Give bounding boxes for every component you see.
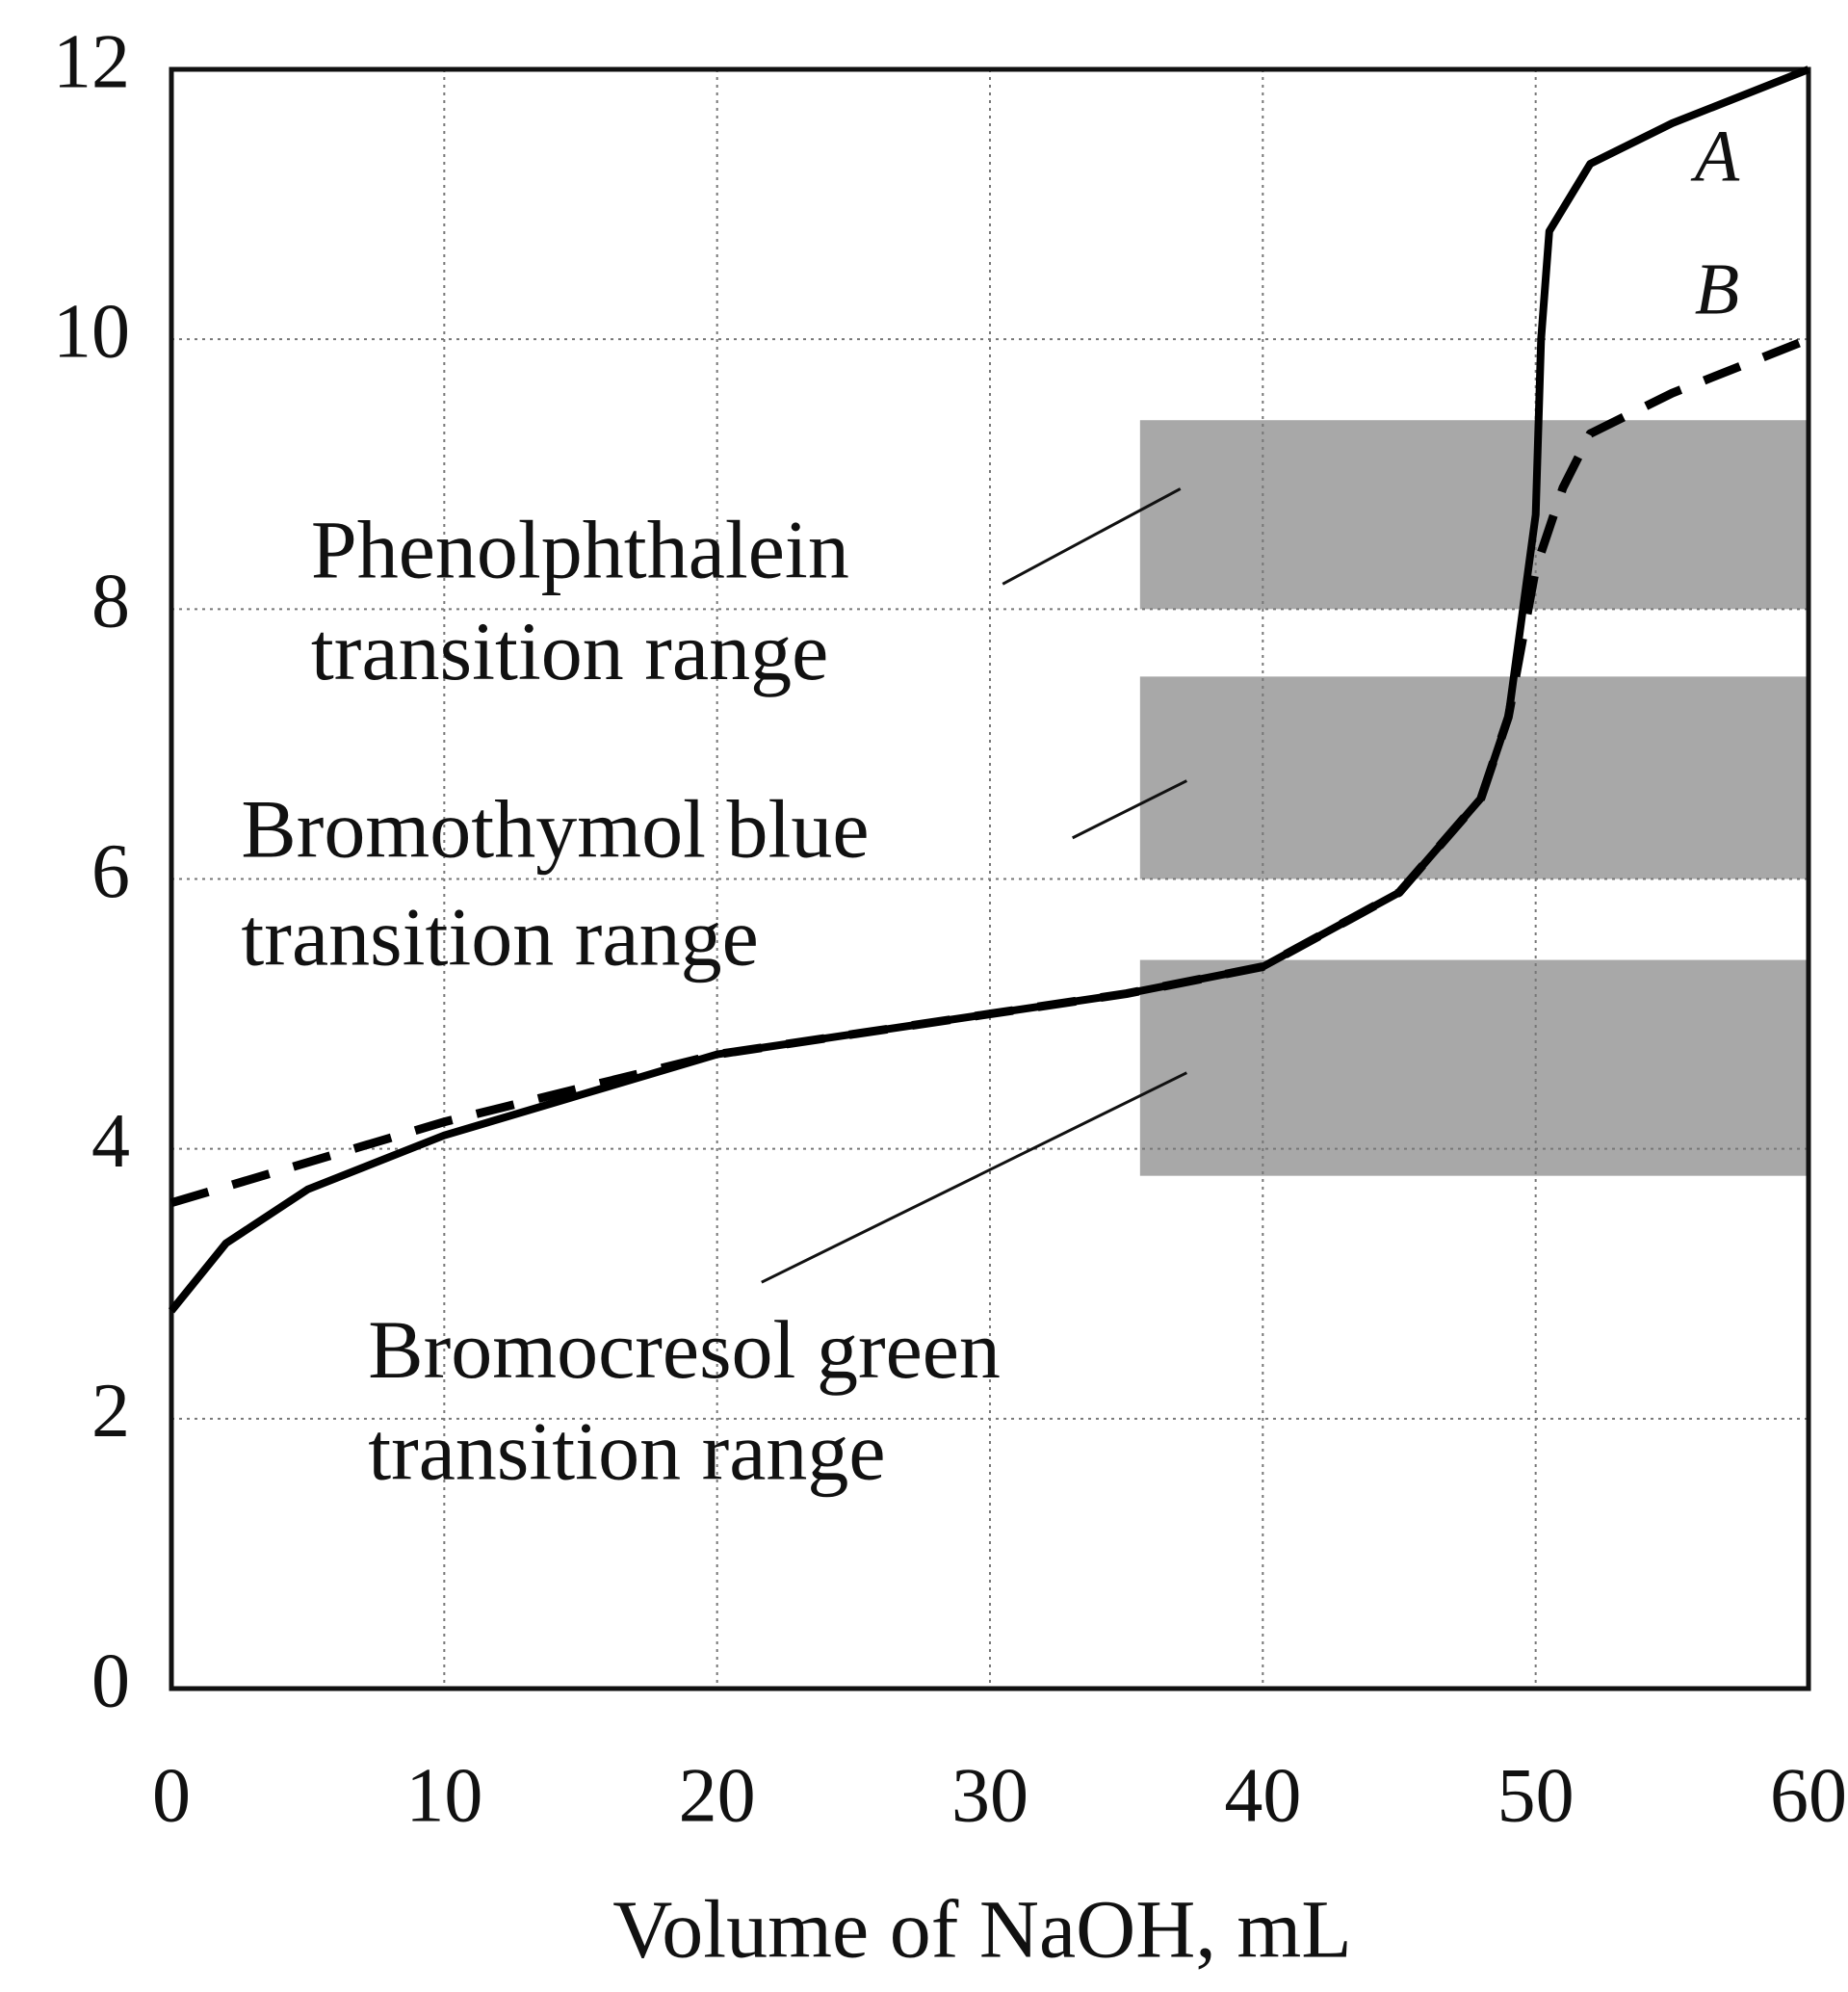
y-tick-label: 2: [91, 1369, 130, 1454]
series-label: A: [1690, 116, 1740, 197]
transition-band: [1139, 959, 1809, 1176]
y-tick-label: 0: [91, 1638, 130, 1723]
x-tick-label: 0: [152, 1753, 191, 1838]
x-tick-label: 20: [679, 1753, 756, 1838]
leader-line: [761, 1071, 1187, 1284]
y-tick-label: 6: [91, 829, 130, 914]
plot-frame: [169, 66, 1811, 1691]
x-tick-label: 40: [1224, 1753, 1301, 1838]
range-label: Bromothymol blue: [241, 783, 869, 876]
range-label: transition range: [311, 605, 828, 697]
titration-curve: [169, 335, 1810, 1208]
y-tick-label: 8: [91, 560, 130, 644]
leader-line: [1002, 487, 1182, 586]
x-tick-label: 50: [1497, 1753, 1575, 1838]
series-label: B: [1695, 249, 1739, 329]
range-label: transition range: [368, 1404, 885, 1497]
range-label: Phenolphthalein: [311, 504, 849, 596]
x-axis-label: Volume of NaOH, mL: [612, 1883, 1352, 1976]
range-label: transition range: [241, 891, 758, 983]
transition-band: [1139, 420, 1809, 610]
x-tick-label: 30: [951, 1753, 1028, 1838]
x-tick-label: 60: [1770, 1753, 1847, 1838]
range-label: Bromocresol green: [368, 1303, 1001, 1396]
y-tick-label: 4: [91, 1099, 130, 1184]
leader-line: [1072, 779, 1188, 840]
y-tick-label: 10: [53, 290, 130, 375]
x-tick-label: 10: [405, 1753, 482, 1838]
y-tick-label: 12: [53, 19, 130, 104]
transition-band: [1139, 676, 1809, 879]
